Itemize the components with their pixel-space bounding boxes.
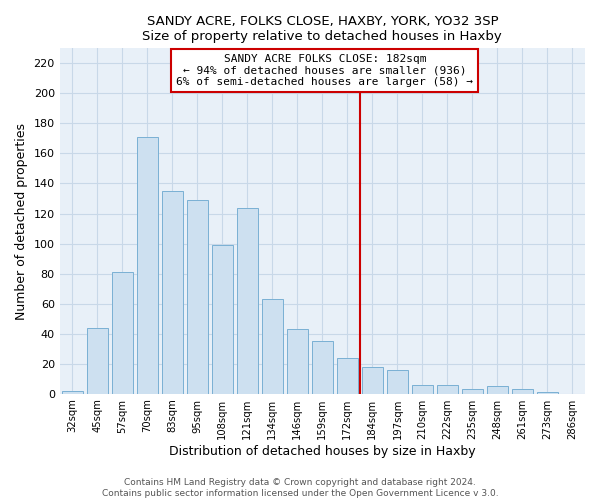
- Bar: [86, 328, 108, 394]
- Text: Contains HM Land Registry data © Crown copyright and database right 2024.
Contai: Contains HM Land Registry data © Crown c…: [101, 478, 499, 498]
- Bar: [437, 384, 458, 394]
- Bar: [387, 370, 408, 394]
- Bar: [161, 191, 183, 394]
- Bar: [262, 299, 283, 394]
- Bar: [312, 341, 333, 394]
- Text: SANDY ACRE FOLKS CLOSE: 182sqm
← 94% of detached houses are smaller (936)
6% of : SANDY ACRE FOLKS CLOSE: 182sqm ← 94% of …: [176, 54, 473, 86]
- Bar: [462, 389, 483, 394]
- Bar: [187, 200, 208, 394]
- Bar: [512, 389, 533, 394]
- Bar: [62, 390, 83, 394]
- Bar: [337, 358, 358, 394]
- Bar: [537, 392, 558, 394]
- Bar: [236, 208, 258, 394]
- Bar: [412, 384, 433, 394]
- Y-axis label: Number of detached properties: Number of detached properties: [15, 122, 28, 320]
- Bar: [287, 329, 308, 394]
- Bar: [212, 245, 233, 394]
- X-axis label: Distribution of detached houses by size in Haxby: Distribution of detached houses by size …: [169, 444, 476, 458]
- Title: SANDY ACRE, FOLKS CLOSE, HAXBY, YORK, YO32 3SP
Size of property relative to deta: SANDY ACRE, FOLKS CLOSE, HAXBY, YORK, YO…: [142, 15, 502, 43]
- Bar: [487, 386, 508, 394]
- Bar: [112, 272, 133, 394]
- Bar: [362, 366, 383, 394]
- Bar: [137, 137, 158, 394]
